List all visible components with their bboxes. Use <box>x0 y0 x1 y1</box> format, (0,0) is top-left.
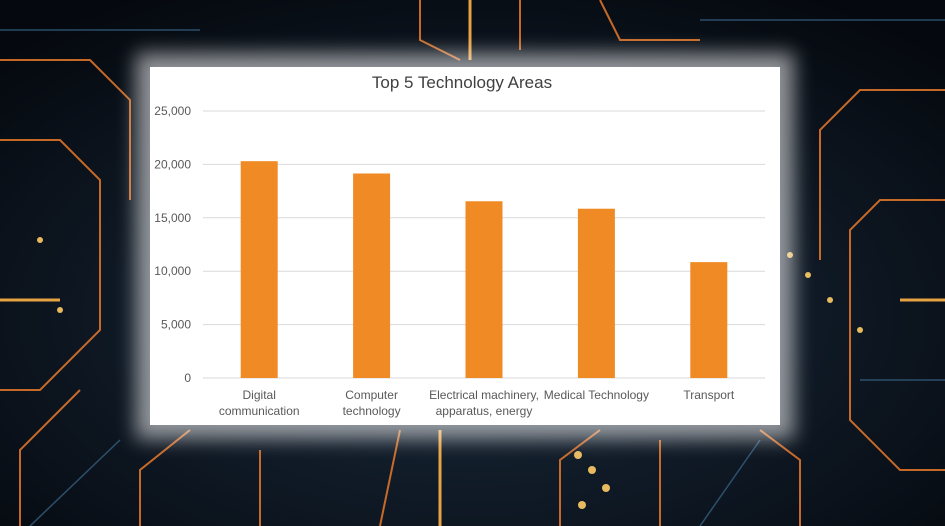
y-tick-label: 20,000 <box>154 157 191 171</box>
chart-card: Top 5 Technology Areas 0 5,000 10,000 15,00… <box>150 67 780 425</box>
y-tick-label: 25,000 <box>154 104 191 118</box>
x-category-label: Transport <box>683 388 735 402</box>
x-category-label: Electrical machinery, apparatus, energy <box>429 388 539 418</box>
y-tick-label: 10,000 <box>154 264 191 278</box>
y-tick-label: 15,000 <box>154 211 191 225</box>
x-category-label: Digital communication <box>219 388 300 418</box>
bar <box>353 173 391 378</box>
bar <box>690 262 728 378</box>
y-tick-label: 5,000 <box>161 318 191 332</box>
y-tick-label: 0 <box>184 371 191 385</box>
x-category-label: Computer technology <box>343 388 401 418</box>
bar <box>577 208 615 378</box>
bar <box>240 161 278 378</box>
bar <box>465 201 503 378</box>
x-category-label: Medical Technology <box>544 388 649 402</box>
bar-chart: Top 5 Technology Areas 0 5,000 10,000 15,00… <box>154 73 765 418</box>
chart-title: Top 5 Technology Areas <box>372 73 552 92</box>
